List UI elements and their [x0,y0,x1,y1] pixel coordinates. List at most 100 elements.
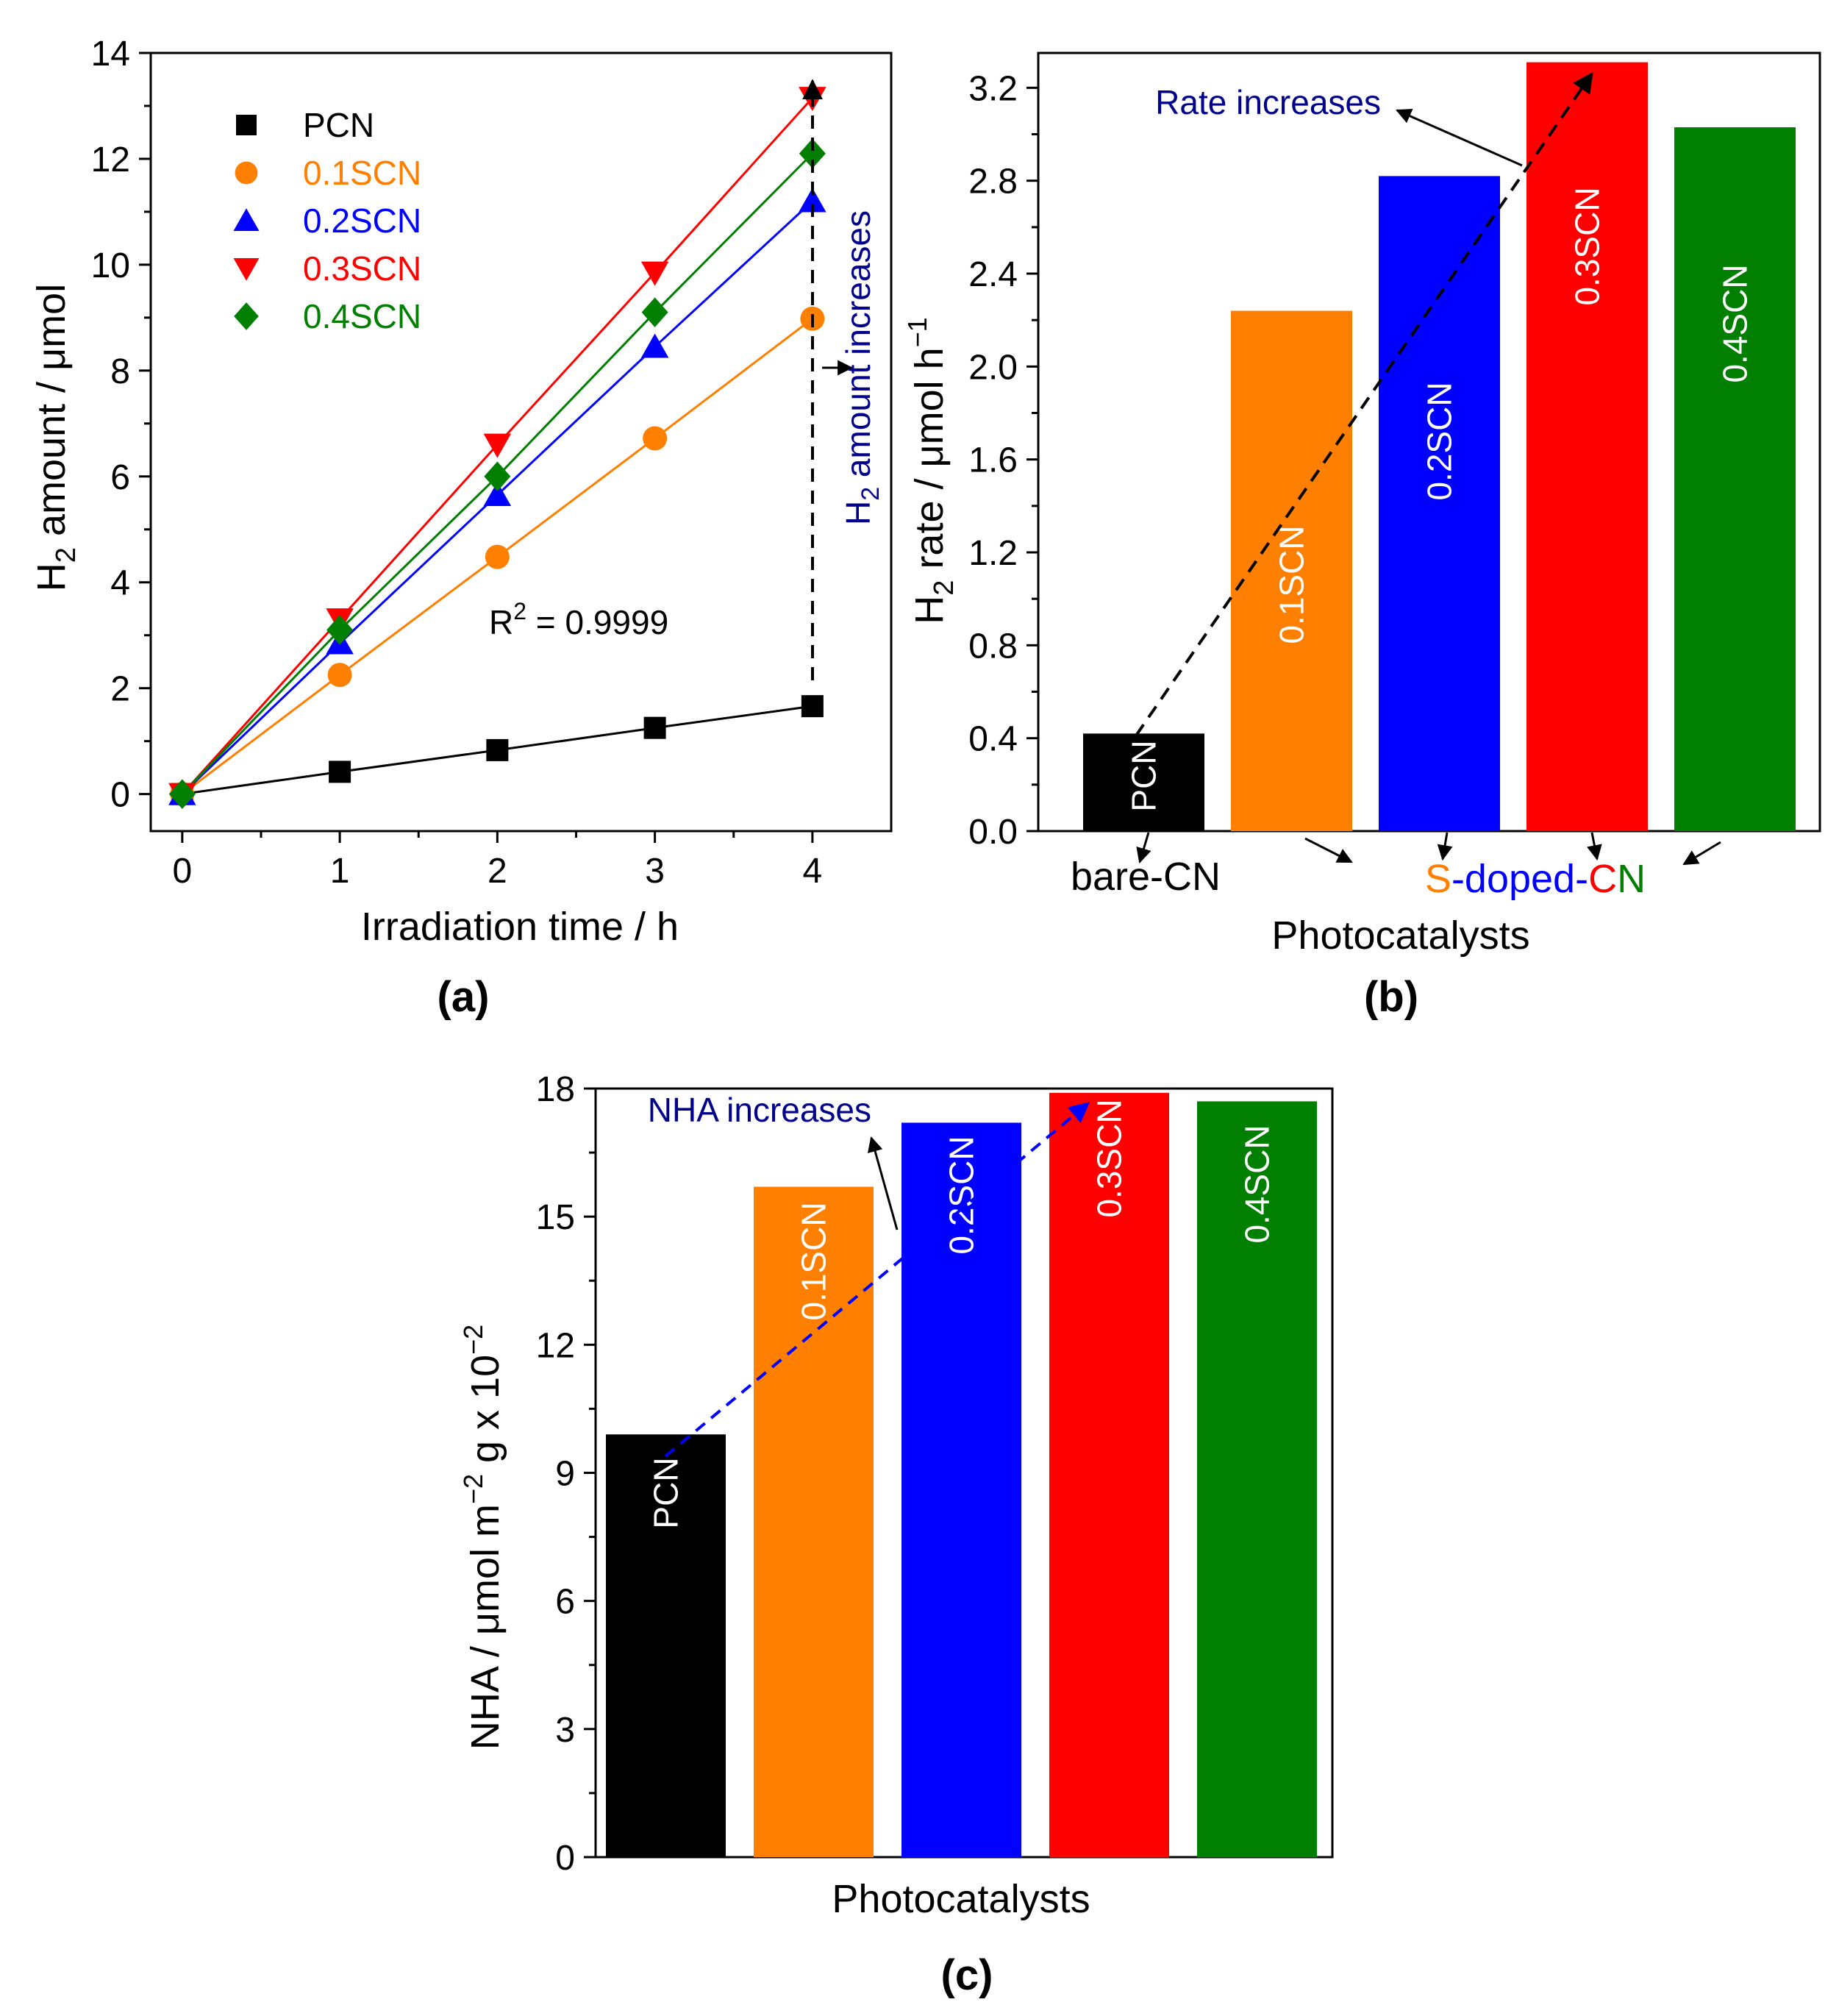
b-bar-0.2SCN [1379,176,1500,831]
b-bar-0.3SCN [1526,62,1648,832]
c-x-axis-label: Photocatalysts [832,1877,1090,1921]
b-bar-label-0.4SCN: 0.4SCN [1716,264,1754,382]
a-y-tick-label: 6 [110,458,130,497]
c-bar-PCN [606,1434,726,1857]
a-legend-label-0.3SCN: 0.3SCN [303,249,421,288]
a-point-0.1SCN [327,663,352,688]
c-panel-label: (c) [941,1951,993,1999]
b-y-tick-label: 3.2 [968,69,1018,108]
b-rate-trend-arrow [1135,71,1593,737]
b-y-axis-label: H2 rate / μmol h−1 [902,317,960,624]
a-x-tick-label: 1 [330,852,350,891]
b-panel-label: (b) [1364,973,1418,1021]
a-x-tick-label: 3 [645,852,665,891]
chart-b-bar-plot: 0.0 0.4 0.8 1.2 1.6 2.0 2.4 2.8 3.2 PCN 0.1SCN 0.2… [902,51,1821,1021]
b-doped-arrow-1 [1304,837,1353,863]
c-bar-label-0.1SCN: 0.1SCN [795,1202,833,1320]
b-x-axis-label: Photocatalysts [1271,913,1529,958]
a-x-tick-label: 4 [803,852,823,891]
a-point-0.2SCN [483,481,512,506]
c-y-tick-label: 3 [555,1711,575,1750]
c-nha-increase-annotation: NHA increases [648,1091,871,1129]
a-h2-increase-annotation: H2 amount increases [839,210,885,525]
b-bar-0.4SCN [1674,127,1796,831]
a-legend-label-0.1SCN: 0.1SCN [303,154,421,192]
a-point-0.1SCN [643,426,668,451]
b-bar-label-0.2SCN: 0.2SCN [1421,382,1459,500]
b-bar-label-0.1SCN: 0.1SCN [1273,525,1311,644]
c-nha-trend-arrow [664,1102,1090,1458]
b-doped-arrow-2 [1437,832,1453,861]
a-legend-marker-0.2SCN [233,208,260,231]
b-s-doped-cn-label: S-doped-CN [1425,857,1646,901]
a-y-tick-label: 8 [110,352,130,391]
a-y-tick-label: 0 [110,776,130,815]
c-y-tick-label: 12 [536,1326,575,1365]
c-bar-0.4SCN [1197,1101,1317,1857]
a-legend-marker-PCN [236,115,257,135]
a-legend: PCN 0.1SCN 0.2SCN 0.3SCN 0.4SCN [233,106,421,335]
a-legend-label-PCN: PCN [303,106,374,144]
a-legend-marker-0.3SCN [233,258,260,281]
b-bar-labels: PCN 0.1SCN 0.2SCN 0.3SCN 0.4SCN [1125,187,1754,811]
b-bare-arrow [1136,832,1151,864]
a-x-tick-label: 2 [488,852,507,891]
a-y-tick-label: 4 [110,564,130,603]
c-bar-label-0.4SCN: 0.4SCN [1238,1125,1276,1243]
b-doped-part: C [1588,857,1617,901]
b-doped-part: N [1617,857,1646,901]
a-y-tick-label: 14 [91,35,130,74]
b-y-tick-label: 2.8 [968,163,1018,202]
b-doped-arrow-4 [1682,841,1721,866]
b-y-tick-label: 0.8 [968,627,1018,666]
a-point-0.2SCN [640,333,669,358]
b-y-tick-label: 0.4 [968,720,1018,759]
a-point-0.2SCN [799,188,826,213]
a-point-PCN [801,695,824,718]
a-point-0.3SCN [640,261,669,286]
a-point-0.4SCN [484,461,511,492]
a-y-tick-label: 12 [91,140,130,179]
b-doped-part: S [1425,857,1451,901]
a-point-PCN [329,761,351,783]
b-doped-arrow-3 [1587,832,1602,861]
c-bar-label-PCN: PCN [647,1457,685,1528]
a-y-axis-label: H2 amount / μmol [29,284,82,591]
a-point-PCN [643,716,666,739]
b-rate-pointer-arrow [1396,109,1523,167]
c-y-tick-label: 15 [536,1198,575,1237]
c-bar-0.3SCN [1049,1092,1169,1857]
b-y-tick-label: 2.0 [968,348,1018,387]
c-y-axis-label: NHA / μmol m−2 g x 10−2 [458,1325,507,1750]
c-bar-label-0.2SCN: 0.2SCN [943,1136,981,1254]
a-panel-label: (a) [438,973,490,1021]
a-legend-marker-0.4SCN [234,302,259,330]
b-y-tick-label: 0.0 [968,813,1018,852]
b-bar-label-0.3SCN: 0.3SCN [1568,187,1607,305]
a-x-tick-label: 0 [172,852,192,891]
a-point-0.4SCN [326,615,354,645]
b-rate-increase-annotation: Rate increases [1155,83,1381,121]
a-point-0.1SCN [485,544,510,569]
a-point-0.3SCN [483,433,512,458]
a-point-0.4SCN [168,779,196,809]
b-y-tick-label: 1.2 [968,534,1018,573]
b-bar-PCN [1083,733,1204,831]
a-series-markers [168,87,826,809]
b-y-tick-label: 1.6 [968,441,1018,480]
a-y-tick-label: 2 [110,670,130,709]
a-legend-label-0.4SCN: 0.4SCN [303,297,421,335]
a-plot-frame [149,51,893,833]
a-x-axis-label: Irradiation time / h [361,905,679,949]
c-nha-pointer-arrow [867,1136,899,1230]
a-point-PCN [486,738,509,761]
b-bare-cn-label: bare-CN [1071,855,1221,899]
a-legend-label-0.2SCN: 0.2SCN [303,202,421,240]
c-y-tick-label: 0 [555,1839,575,1878]
b-y-tick-label: 2.4 [968,255,1018,294]
c-y-tick-label: 18 [536,1070,575,1109]
b-axes: 0.0 0.4 0.8 1.2 1.6 2.0 2.4 2.8 3.2 [968,51,1821,852]
a-r-squared-annotation: R2 = 0.9999 [489,598,668,641]
a-point-0.4SCN [641,297,668,327]
